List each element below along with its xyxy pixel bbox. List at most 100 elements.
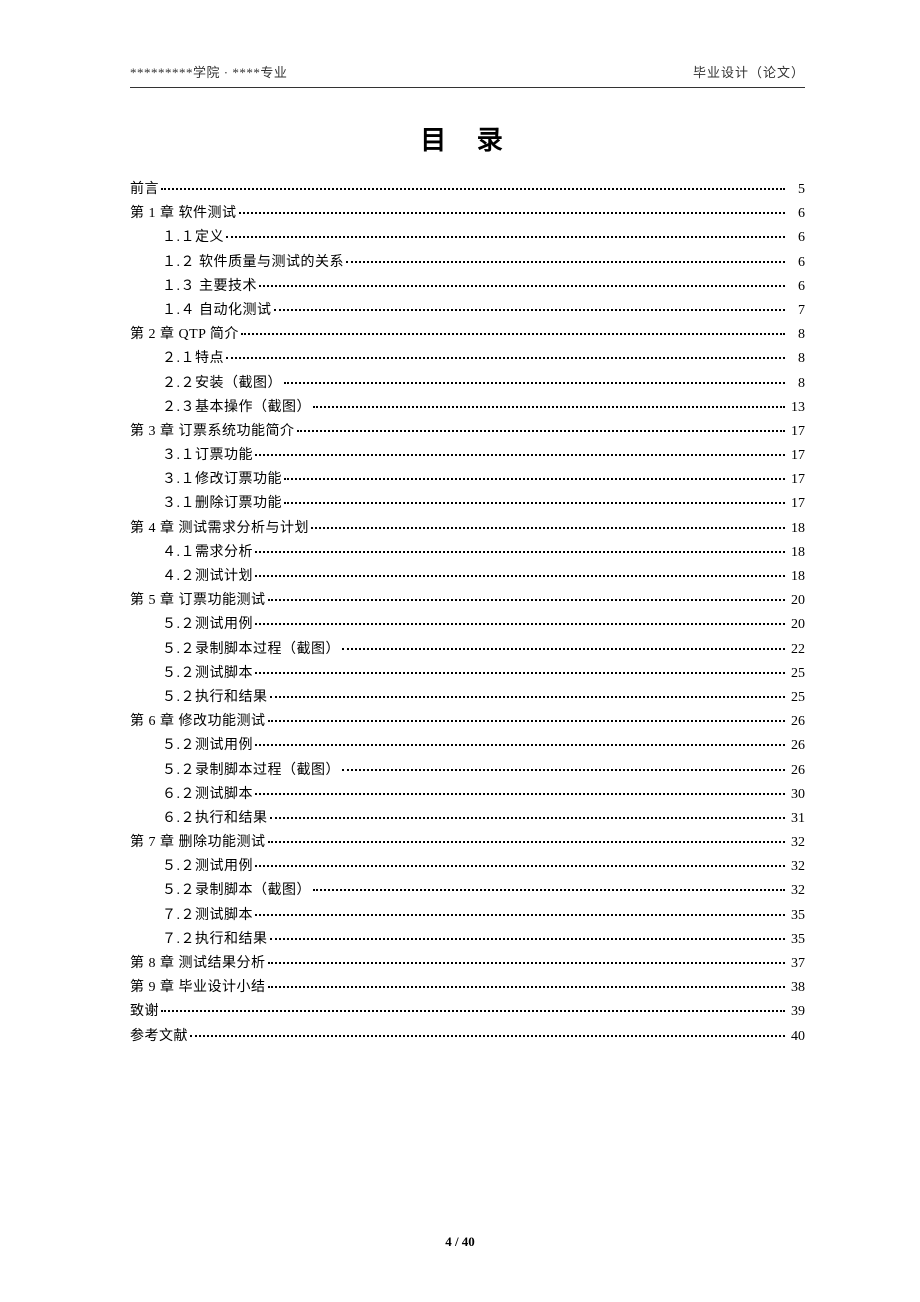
toc-leader-dots xyxy=(346,252,785,266)
toc-leader-dots xyxy=(255,566,785,580)
document-page: *********学院 · ****专业 毕业设计（论文） 目 录 前言 5 第 1… xyxy=(0,0,920,1050)
toc-leader-dots xyxy=(268,953,786,967)
toc-entry: １.３ 主要技术 6 xyxy=(130,276,805,300)
toc-entry: ７.２测试脚本35 xyxy=(130,905,805,929)
toc-entry-label: 第 5 章 订票功能测试 xyxy=(130,594,266,608)
page-header: *********学院 · ****专业 毕业设计（论文） xyxy=(130,62,805,88)
toc-leader-dots xyxy=(255,445,785,459)
toc-entry-page: 22 xyxy=(787,643,805,657)
toc-leader-dots xyxy=(270,929,786,943)
toc-entry: ３.１删除订票功能17 xyxy=(130,493,805,517)
toc-leader-dots xyxy=(255,856,785,870)
toc-entry-label: ２.３基本操作（截图） xyxy=(162,401,311,415)
toc-entry-label: ５.２测试用例 xyxy=(162,739,253,753)
toc-entry: 第 6 章 修改功能测试26 xyxy=(130,711,805,735)
toc-entry-page: 18 xyxy=(787,570,805,584)
toc-entry: １.２ 软件质量与测试的关系 6 xyxy=(130,252,805,276)
toc-entry: １.１定义6 xyxy=(130,227,805,251)
toc-leader-dots xyxy=(284,469,785,483)
toc-entry-page: 20 xyxy=(787,618,805,632)
toc-entry: ６.２测试脚本 30 xyxy=(130,784,805,808)
toc-entry-page: 6 xyxy=(787,256,805,270)
toc-leader-dots xyxy=(255,735,785,749)
toc-entry-label: 第 2 章 QTP 简介 xyxy=(130,328,239,342)
toc-entry-label: ５.２录制脚本过程（截图） xyxy=(162,764,340,778)
toc-leader-dots xyxy=(241,324,785,338)
toc-leader-dots xyxy=(190,1026,785,1040)
toc-entry-label: 第 8 章 测试结果分析 xyxy=(130,957,266,971)
toc-entry-label: ６.２测试脚本 xyxy=(162,788,253,802)
toc-entry-page: 6 xyxy=(787,231,805,245)
toc-entry-label: 第 4 章 测试需求分析与计划 xyxy=(130,522,309,536)
toc-leader-dots xyxy=(270,687,786,701)
toc-leader-dots xyxy=(268,977,786,991)
toc-entry: ２.２安装（截图） 8 xyxy=(130,373,805,397)
toc-entry-label: ２.１特点 xyxy=(162,352,224,366)
toc-entry-page: 8 xyxy=(787,352,805,366)
toc-entry: 前言 5 xyxy=(130,179,805,203)
toc-leader-dots xyxy=(284,493,785,507)
toc-entry-label: １.３ 主要技术 xyxy=(162,280,257,294)
toc-entry: 第 4 章 测试需求分析与计划 18 xyxy=(130,518,805,542)
toc-entry-label: 参考文献 xyxy=(130,1030,188,1044)
toc-entry-label: 第 3 章 订票系统功能简介 xyxy=(130,425,295,439)
toc-entry-page: 18 xyxy=(787,546,805,560)
toc-entry-page: 7 xyxy=(787,304,805,318)
toc-entry-page: 26 xyxy=(787,764,805,778)
toc-leader-dots xyxy=(226,227,785,241)
toc-entry: 第 1 章 软件测试6 xyxy=(130,203,805,227)
toc-leader-dots xyxy=(255,542,785,556)
toc-entry-label: ４.２测试计划 xyxy=(162,570,253,584)
toc-entry-page: 25 xyxy=(787,691,805,705)
toc-entry-label: ５.２测试用例 xyxy=(162,618,253,632)
toc-entry-page: 17 xyxy=(787,449,805,463)
toc-entry-page: 32 xyxy=(787,884,805,898)
toc-leader-dots xyxy=(255,614,785,628)
toc-entry-page: 32 xyxy=(787,836,805,850)
toc-leader-dots xyxy=(255,905,785,919)
toc-leader-dots xyxy=(311,518,785,532)
toc-leader-dots xyxy=(270,808,786,822)
toc-entry: ５.２录制脚本过程（截图）22 xyxy=(130,639,805,663)
toc-entry-label: １.４ 自动化测试 xyxy=(162,304,272,318)
toc-leader-dots xyxy=(274,300,786,314)
toc-leader-dots xyxy=(268,590,786,604)
toc-entry-label: 致谢 xyxy=(130,1005,159,1019)
page-number-footer: 4 / 40 xyxy=(0,1234,920,1250)
toc-leader-dots xyxy=(313,397,785,411)
toc-leader-dots xyxy=(255,784,785,798)
toc-entry-label: ４.１需求分析 xyxy=(162,546,253,560)
toc-leader-dots xyxy=(284,373,785,387)
toc-entry-label: １.２ 软件质量与测试的关系 xyxy=(162,256,344,270)
toc-leader-dots xyxy=(268,832,786,846)
toc-entry: １.４ 自动化测试 7 xyxy=(130,300,805,324)
toc-entry-page: 8 xyxy=(787,377,805,391)
toc-entry: 第 5 章 订票功能测试 20 xyxy=(130,590,805,614)
toc-entry-label: ２.２安装（截图） xyxy=(162,377,282,391)
toc-leader-dots xyxy=(161,1001,785,1015)
toc-entry: 第 8 章 测试结果分析37 xyxy=(130,953,805,977)
toc-entry-page: 32 xyxy=(787,860,805,874)
toc-entry: ４.１需求分析 18 xyxy=(130,542,805,566)
toc-leader-dots xyxy=(255,663,785,677)
toc-entry: ５.２录制脚本（截图） 32 xyxy=(130,880,805,904)
toc-entry-page: 5 xyxy=(787,183,805,197)
toc-entry: 第 9 章 毕业设计小结38 xyxy=(130,977,805,1001)
toc-entry-label: 前言 xyxy=(130,183,159,197)
toc-entry-label: 第 7 章 删除功能测试 xyxy=(130,836,266,850)
toc-entry-page: 18 xyxy=(787,522,805,536)
toc-entry-page: 39 xyxy=(787,1005,805,1019)
toc-entry: ２.３基本操作（截图）13 xyxy=(130,397,805,421)
toc-title: 目 录 xyxy=(130,120,805,157)
toc-entry-page: 30 xyxy=(787,788,805,802)
toc-entry-label: ５.２执行和结果 xyxy=(162,691,268,705)
toc-entry: ５.２测试用例32 xyxy=(130,856,805,880)
toc-entry-label: ３.１删除订票功能 xyxy=(162,497,282,511)
toc-entry-page: 20 xyxy=(787,594,805,608)
toc-entry-label: ５.２录制脚本（截图） xyxy=(162,884,311,898)
toc-entry-page: 6 xyxy=(787,280,805,294)
toc-entry-label: ５.２测试脚本 xyxy=(162,667,253,681)
toc-entry: ５.２测试用例 20 xyxy=(130,614,805,638)
toc-entry: 致谢 39 xyxy=(130,1001,805,1025)
toc-entry-label: ７.２执行和结果 xyxy=(162,933,268,947)
